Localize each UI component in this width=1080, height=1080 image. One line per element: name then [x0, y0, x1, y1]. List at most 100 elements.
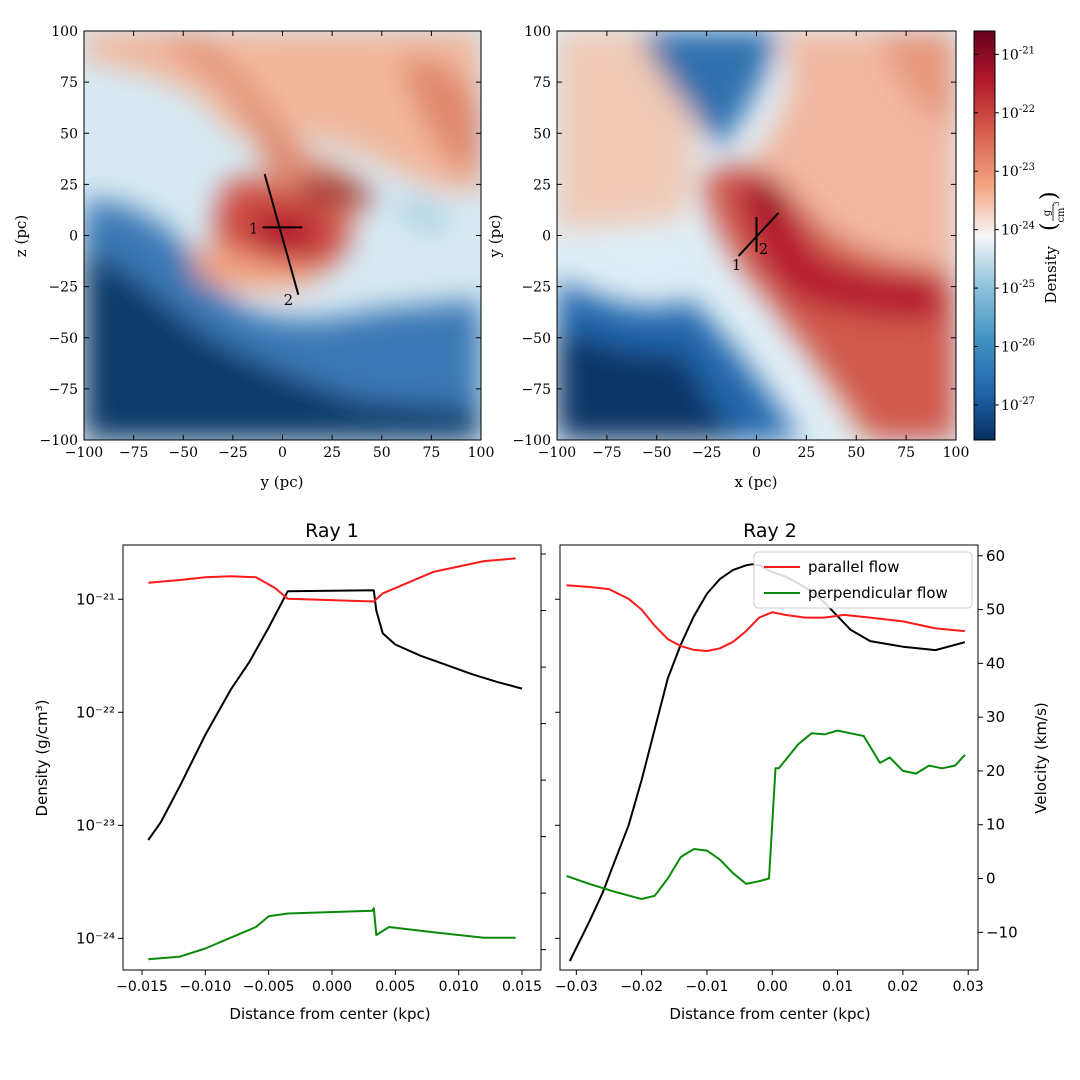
ray1-axes: −0.015 −0.010 −0.005 0.000 0.005 0.010 0.015 10… — [76, 553, 546, 995]
colorbar-gradient — [973, 30, 996, 441]
y-tick-label: 100 — [51, 24, 78, 40]
y-tick-right-label: 50 — [986, 601, 1005, 619]
series-density — [147, 589, 523, 841]
y-tick-right-label: 10 — [986, 816, 1005, 834]
y-tick-label: −75 — [521, 382, 551, 398]
x-tick-label: −0.02 — [620, 979, 663, 995]
ray1-lines — [147, 557, 523, 961]
legend-parallel-label: parallel flow — [808, 558, 899, 576]
legend-box — [753, 551, 973, 609]
ray2-frame — [559, 544, 979, 971]
ray2-legend: parallel flow perpendicular flow — [753, 551, 973, 609]
map-xy-ylabel: y (pc) — [486, 215, 504, 259]
x-tick-label: −50 — [642, 445, 672, 461]
x-tick-label: 0.015 — [502, 979, 542, 995]
x-tick-label: 50 — [373, 445, 391, 461]
ray-1-label: 1 — [732, 256, 742, 274]
map-xy-ticks: −100 −75 −50 −25 0 25 50 75 100 −100 −75 −50 −25 0 25 5… — [513, 24, 970, 461]
colorbar-tick-label: 10-26 — [1001, 338, 1035, 356]
map-yz-ticks: −100 −75 −50 −25 0 25 50 75 100 −100 −75 −50 −25 0 25 5… — [40, 24, 495, 461]
colorbar-unit-exp: 3 — [1053, 202, 1061, 206]
y-tick-right-label: 30 — [986, 708, 1005, 726]
series-density — [568, 563, 966, 962]
ray-2-label: 2 — [759, 240, 769, 258]
y-tick-label: 75 — [60, 75, 78, 91]
y-tick-label: 10⁻²¹ — [76, 590, 115, 608]
y-tick-right-label: −10 — [986, 923, 1018, 941]
ray2-lines — [566, 563, 966, 962]
y-tick-label: −25 — [521, 280, 551, 296]
x-tick-label: 0.03 — [953, 979, 984, 995]
y-tick-label: 0 — [69, 229, 78, 245]
y-tick-label: 0 — [542, 229, 551, 245]
series-parallel-flow — [148, 557, 516, 603]
y-tick-right-label: 20 — [986, 762, 1005, 780]
colorbar-label-text: Density — [1042, 245, 1060, 303]
ray-1-label: 1 — [249, 219, 259, 237]
colorbar-tick-label: 10-27 — [1001, 396, 1035, 414]
map-yz-rays: 12 — [249, 173, 303, 309]
y-tick-right-label: 0 — [986, 870, 996, 888]
ray-2-label: 2 — [284, 291, 294, 309]
ray2-title: Ray 2 — [743, 520, 797, 542]
x-tick-label: −50 — [168, 445, 198, 461]
x-tick-label: 0.000 — [312, 979, 352, 995]
colorbar-tick-label: 10-21 — [1001, 45, 1035, 63]
colorbar-tick-label: 10-22 — [1001, 104, 1035, 122]
colorbar-tick-label: 10-24 — [1001, 221, 1035, 239]
x-tick-label: 0.00 — [757, 979, 788, 995]
y-tick-label: −25 — [48, 280, 78, 296]
y-tick-label: 75 — [533, 75, 551, 91]
ray-1-line — [737, 212, 780, 257]
y-tick-label: 25 — [60, 177, 78, 193]
x-tick-label: 100 — [468, 445, 495, 461]
y-tick-label: −100 — [513, 433, 551, 449]
ray1-plot: Ray 1 −0.015 −0.010 −0.005 0.000 0.005 0.010 0… — [33, 520, 546, 1023]
x-tick-label: 100 — [943, 445, 970, 461]
colorbar-unit-paren-right: ) — [1037, 191, 1062, 200]
x-tick-label: 0.02 — [887, 979, 918, 995]
colorbar-unit-den: cm — [1056, 207, 1067, 223]
y-tick-label: 50 — [533, 126, 551, 142]
colorbar-tick-label: 10-23 — [1001, 162, 1035, 180]
map-xy-rays: 12 — [732, 212, 780, 274]
x-tick-label: −100 — [65, 445, 103, 461]
x-tick-label: 25 — [797, 445, 815, 461]
x-tick-label: −25 — [218, 445, 248, 461]
series-perpendicular-flow — [566, 729, 966, 900]
x-tick-label: −75 — [592, 445, 622, 461]
colorbar-tick-label: 10-25 — [1001, 279, 1035, 297]
x-tick-label: −0.03 — [555, 979, 598, 995]
ray2-axes: −0.03 −0.02 −0.01 0.00 0.01 0.02 0.03 60 50 40 30 2… — [555, 547, 1018, 995]
x-tick-label: −75 — [119, 445, 149, 461]
ray2-ylabel: Velocity (km/s) — [1032, 702, 1050, 813]
ray1-ylabel: Density (g/cm³) — [33, 700, 51, 817]
colorbar-label: Density ( g cm 3 ) — [1037, 191, 1067, 303]
x-tick-label: 0.005 — [375, 979, 415, 995]
x-tick-label: −25 — [692, 445, 722, 461]
y-tick-label: 10⁻²² — [76, 703, 115, 721]
x-tick-label: −0.01 — [686, 979, 729, 995]
map-xy: −100 −75 −50 −25 0 25 50 75 100 −100 −75 −50 −25 0 25 5… — [486, 24, 969, 491]
y-tick-label: 50 — [60, 126, 78, 142]
x-tick-label: 0 — [278, 445, 287, 461]
y-tick-label: −75 — [48, 382, 78, 398]
y-tick-label: −50 — [48, 331, 78, 347]
x-tick-label: 75 — [897, 445, 915, 461]
colorbar-ticks: 10-21 10-22 10-23 10-24 10-25 10-26 10-27 — [974, 45, 1035, 414]
ray1-title: Ray 1 — [305, 520, 359, 542]
series-perpendicular-flow — [148, 907, 516, 961]
y-tick-label: 100 — [524, 24, 551, 40]
colorbar: 10-21 10-22 10-23 10-24 10-25 10-26 10-27 Dens… — [973, 30, 1067, 441]
map-yz: −100 −75 −50 −25 0 25 50 75 100 −100 −75 −50 −25 0 25 5… — [12, 24, 494, 491]
colorbar-unit-paren-left: ( — [1037, 222, 1062, 231]
ray-2-line — [263, 173, 300, 296]
y-tick-label: 25 — [533, 177, 551, 193]
x-tick-label: −100 — [538, 445, 576, 461]
map-yz-image — [84, 31, 481, 440]
legend-perpendicular-label: perpendicular flow — [808, 584, 948, 602]
map-xy-xlabel: x (pc) — [735, 473, 778, 491]
series-parallel-flow — [566, 584, 965, 652]
colorbar-unit-num: g — [1042, 209, 1053, 216]
